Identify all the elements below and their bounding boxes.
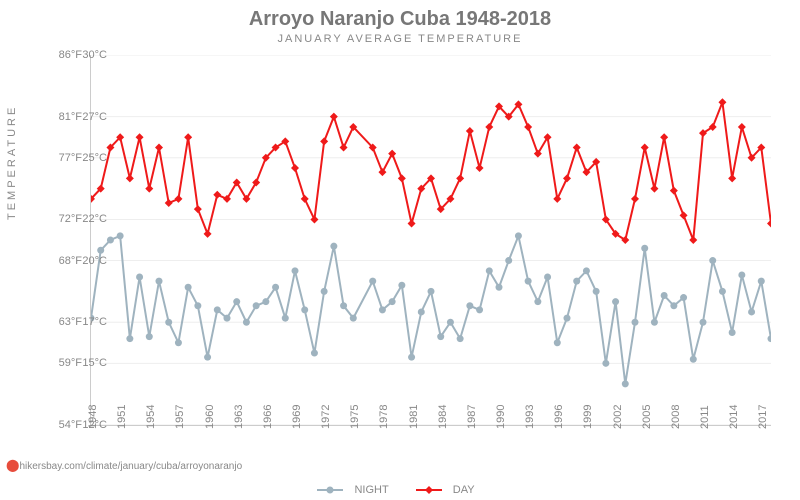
xtick: 1993 [524,405,536,429]
source-url-text: hikersbay.com/climate/january/cuba/arroy… [19,461,242,472]
xtick: 1960 [204,405,216,429]
ytick-fahrenheit: 59°F [47,357,82,369]
chart-subtitle: JANUARY AVERAGE TEMPERATURE [0,33,800,45]
xtick: 1951 [116,405,128,429]
legend: NIGHT DAY [0,484,800,496]
legend-day: DAY [416,484,483,496]
xtick: 2011 [699,405,711,429]
legend-night: NIGHT [317,484,399,496]
legend-night-label: NIGHT [354,484,388,496]
xtick: 1954 [145,405,157,429]
xtick: 1957 [174,405,186,429]
xtick: 1987 [466,405,478,429]
legend-day-marker [416,485,442,495]
pin-icon: ⬤ [6,458,19,472]
xtick: 1990 [495,405,507,429]
legend-night-marker [317,485,343,495]
chart-container: Arroyo Naranjo Cuba 1948-2018 JANUARY AV… [0,0,800,500]
xtick: 2014 [728,405,740,429]
xtick: 1975 [349,405,361,429]
xtick: 2005 [641,405,653,429]
xtick: 1996 [553,405,565,429]
xtick: 1978 [378,405,390,429]
ytick-fahrenheit: 86°F [47,49,82,61]
xtick: 1999 [582,405,594,429]
xtick: 2002 [612,405,624,429]
ytick-fahrenheit: 72°F [47,213,82,225]
xtick: 1972 [320,405,332,429]
source-link[interactable]: ⬤hikersbay.com/climate/january/cuba/arro… [6,458,242,472]
chart-title: Arroyo Naranjo Cuba 1948-2018 [0,0,800,31]
ytick-fahrenheit: 81°F [47,111,82,123]
ytick-fahrenheit: 77°F [47,152,82,164]
xtick: 1981 [408,405,420,429]
plot-area: 1948195119541957196019631966196919721975… [90,55,771,426]
xtick: 2008 [670,405,682,429]
ytick-fahrenheit: 54°F [47,419,82,431]
legend-day-label: DAY [453,484,475,496]
xtick: 2017 [757,405,769,429]
xtick: 1963 [233,405,245,429]
series-layer [91,55,771,425]
xtick: 1966 [262,405,274,429]
xtick: 1969 [291,405,303,429]
y-axis-label: TEMPERATURE [6,105,18,220]
xtick: 1984 [437,405,449,429]
ytick-fahrenheit: 63°F [47,316,82,328]
ytick-fahrenheit: 68°F [47,255,82,267]
